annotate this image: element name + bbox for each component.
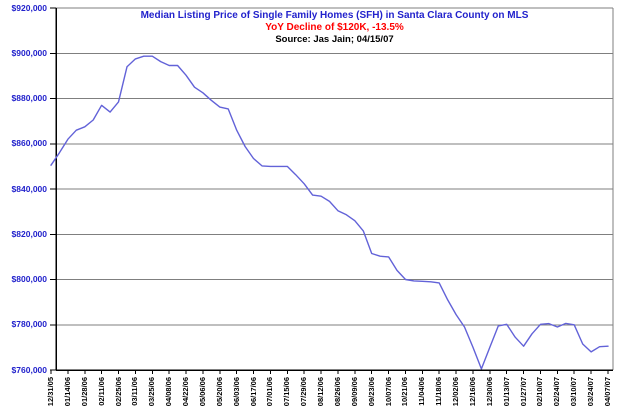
y-tick-label: $780,000	[11, 319, 47, 330]
x-tick-label: 03/11/06	[130, 377, 140, 406]
y-tick-label: $820,000	[11, 228, 47, 239]
x-tick-label: 07/29/06	[299, 377, 309, 407]
x-tick-label: 01/13/07	[501, 377, 511, 407]
x-tick-label: 07/01/06	[265, 377, 275, 407]
y-tick-label: $880,000	[11, 93, 47, 103]
x-tick-label: 02/10/07	[535, 377, 545, 407]
x-tick-label: 01/14/06	[62, 377, 72, 407]
x-tick-label: 11/04/06	[417, 377, 427, 406]
y-tick-label: $860,000	[11, 138, 47, 149]
x-tick-label: 06/03/06	[231, 377, 241, 407]
x-tick-label: 12/02/06	[451, 377, 461, 407]
x-tick-label: 04/08/06	[164, 377, 174, 407]
x-tick-label: 04/07/07	[603, 377, 612, 407]
x-tick-label: 01/28/06	[79, 377, 89, 407]
x-tick-label: 04/22/06	[181, 377, 191, 407]
x-tick-label: 08/26/06	[332, 377, 342, 407]
chart-title: Median Listing Price of Single Family Ho…	[140, 10, 529, 21]
x-tick-label: 09/09/06	[349, 377, 359, 407]
x-tick-label: 12/16/06	[467, 377, 477, 407]
x-tick-label: 03/25/06	[147, 377, 157, 407]
y-tick-label: $800,000	[11, 274, 47, 284]
y-tick-label: $920,000	[11, 2, 47, 13]
x-tick-label: 01/27/07	[518, 377, 528, 407]
x-tick-label: 08/12/06	[316, 377, 326, 407]
x-tick-label: 05/06/06	[197, 377, 207, 407]
price-line	[50, 55, 609, 370]
chart-subtitle: YoY Decline of $120K, -13.5%	[265, 22, 404, 33]
x-tick-label: 03/24/07	[586, 377, 596, 407]
x-tick-label: 05/20/06	[214, 377, 224, 407]
x-tick-label: 11/18/06	[434, 377, 444, 406]
chart-title-block: Median Listing Price of Single Family Ho…	[56, 9, 613, 46]
x-tick-label: 03/10/07	[569, 377, 579, 407]
x-tick-label: 06/17/06	[248, 377, 258, 407]
x-tick-label: 12/31/05	[46, 377, 55, 407]
x-tick-label: 02/24/07	[552, 377, 562, 407]
y-tick-label: $900,000	[11, 47, 47, 58]
chart-source: Source: Jas Jain; 04/15/07	[275, 34, 394, 45]
x-tick-label: 10/21/06	[400, 377, 410, 407]
x-tick-label: 07/15/06	[282, 377, 292, 407]
y-tick-label: $840,000	[11, 183, 47, 194]
x-tick-label: 02/11/06	[96, 377, 106, 406]
x-tick-label: 09/23/06	[366, 377, 376, 407]
x-tick-label: 12/30/06	[484, 377, 494, 407]
x-tick-label: 02/25/06	[113, 377, 123, 407]
x-tick-label: 10/07/06	[383, 377, 393, 407]
y-tick-label: $760,000	[11, 364, 47, 375]
